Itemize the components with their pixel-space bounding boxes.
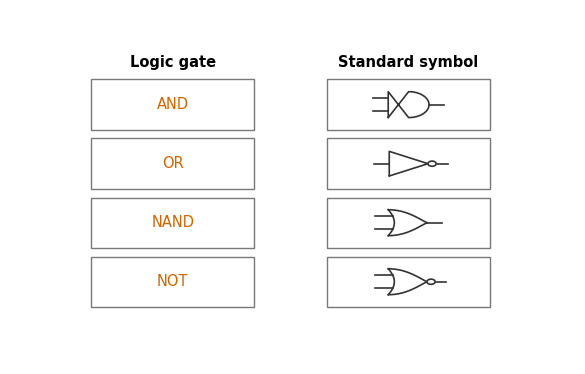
Text: Standard symbol: Standard symbol [339, 55, 479, 70]
Bar [327, 138, 490, 189]
Circle shape [428, 161, 436, 166]
Text: NOT: NOT [157, 274, 188, 289]
Bar [327, 257, 490, 307]
Bar [91, 138, 254, 189]
Circle shape [427, 279, 435, 284]
Text: NAND: NAND [152, 215, 194, 230]
Bar [327, 79, 490, 130]
Text: AND: AND [157, 97, 189, 112]
Bar [327, 197, 490, 248]
Text: Logic gate: Logic gate [130, 55, 216, 70]
Bar [91, 197, 254, 248]
Text: OR: OR [162, 156, 184, 171]
Bar [91, 257, 254, 307]
Bar [91, 79, 254, 130]
